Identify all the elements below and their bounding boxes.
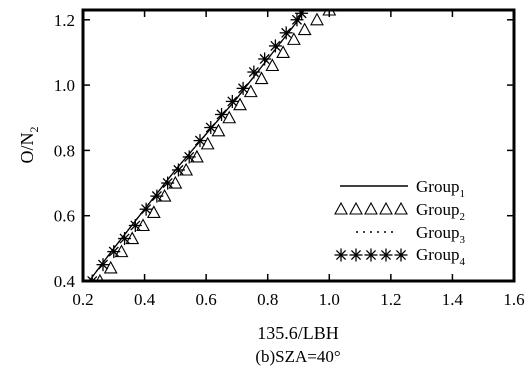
chart-caption: (b)SZA=40° (255, 347, 340, 366)
marker-group-2 (276, 45, 291, 58)
plot-frame (81, 8, 516, 283)
x-tick-label: 0.2 (72, 290, 93, 309)
y-tick-label: 0.6 (54, 207, 75, 226)
x-tick-label: 1.0 (319, 290, 340, 309)
legend-marker-group-2 (364, 201, 378, 215)
y-tick-label: 1.2 (54, 11, 75, 30)
legend-swatch-group-2 (334, 201, 408, 215)
marker-group-2 (103, 260, 118, 274)
marker-group-4 (225, 94, 239, 108)
marker-group-4 (215, 107, 229, 121)
legend-marker-group-2 (394, 201, 408, 215)
y-axis-label: O/N2 (17, 127, 41, 164)
legend-swatch-group-4 (334, 248, 408, 262)
y-tick-label: 0.8 (54, 141, 75, 160)
marker-group-2 (286, 32, 301, 45)
x-tick-label: 1.2 (380, 290, 401, 309)
legend-label-group-4: Group4 (416, 245, 465, 268)
legend-marker-group-2 (379, 201, 393, 215)
marker-group-4 (236, 81, 250, 95)
marker-group-4 (247, 65, 261, 79)
marker-group-2 (200, 136, 215, 150)
legend-marker-group-4 (394, 248, 408, 262)
marker-group-2 (211, 123, 226, 137)
plot-marks (85, 10, 337, 281)
marker-group-4 (150, 189, 164, 203)
marker-group-4 (161, 176, 175, 190)
y-tick-label: 0.4 (54, 272, 76, 291)
marker-group-2 (265, 58, 280, 72)
marker-group-4 (268, 39, 282, 53)
marker-group-4 (258, 52, 272, 66)
x-tick-label: 1.4 (442, 290, 464, 309)
marker-group-2 (254, 71, 269, 85)
marker-group-4 (290, 13, 304, 27)
marker-group-4 (85, 274, 99, 281)
legend-marker-group-4 (379, 248, 393, 262)
marker-group-4 (193, 134, 207, 148)
marker-group-4 (139, 202, 153, 216)
marker-group-2 (310, 12, 324, 26)
marker-group-4 (182, 150, 196, 164)
legend-marker-group-4 (364, 248, 378, 262)
legend-label-group-1: Group1 (416, 177, 465, 200)
marker-group-2 (233, 97, 247, 111)
legend-marker-group-4 (334, 248, 348, 262)
marker-group-4 (107, 245, 121, 259)
marker-group-4 (96, 258, 110, 272)
legend-label-group-3: Group3 (416, 223, 465, 246)
legend-marker-group-4 (349, 248, 363, 262)
x-tick-label: 1.6 (503, 290, 524, 309)
marker-group-2 (222, 110, 237, 124)
x-axis-label: 135.6/LBH (257, 323, 339, 343)
legend-label-group-2: Group2 (416, 200, 465, 223)
x-tick-label: 0.4 (134, 290, 156, 309)
marker-group-4 (128, 218, 142, 232)
legend-marker-group-2 (349, 201, 363, 215)
x-tick-label: 0.8 (257, 290, 278, 309)
marker-group-4 (171, 163, 185, 177)
marker-group-4 (118, 232, 132, 246)
marker-group-4 (204, 121, 218, 135)
series-line-group-1 (88, 13, 303, 281)
x-tick-label: 0.6 (196, 290, 217, 309)
y-tick-label: 1.0 (54, 76, 75, 95)
marker-group-2 (146, 205, 161, 218)
legend: Group1 Group2 Group3 Group4 (334, 177, 465, 268)
axis-ticks: 0.2 0.4 0.6 0.8 1.0 1.2 1.4 1.60.40.60.81.01.2 (54, 10, 525, 309)
legend-marker-group-2 (334, 201, 348, 215)
marker-group-2 (297, 22, 312, 36)
marker-group-2 (243, 84, 258, 98)
marker-group-4 (279, 26, 293, 40)
